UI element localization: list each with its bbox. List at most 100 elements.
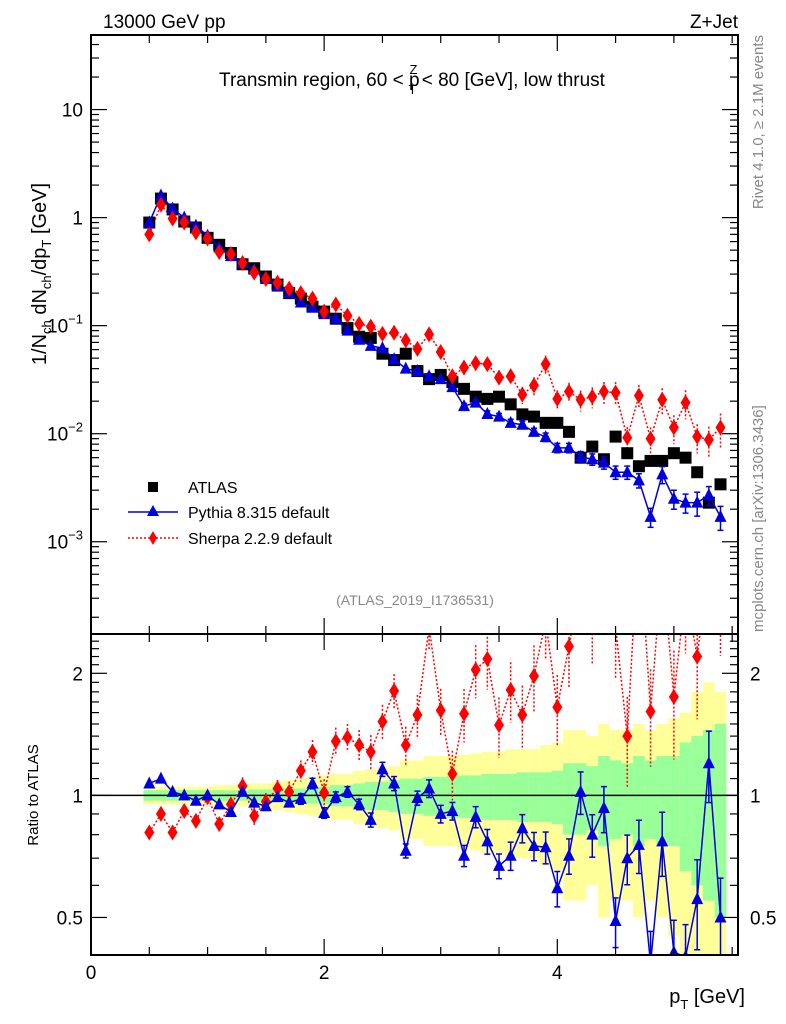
sherpa-ratio-point [576, 572, 586, 588]
sherpa-ratio-point [692, 648, 703, 665]
band-inner-bin [679, 742, 692, 872]
band-inner-bin [633, 756, 645, 847]
pythia-ratio-point [551, 881, 564, 894]
sherpa-ratio-point [319, 784, 330, 801]
sherpa-ratio-point [459, 705, 470, 722]
sherpa-ratio-point [517, 706, 528, 723]
sherpa-ratio-point [377, 713, 388, 730]
x-tick-label: 0 [86, 963, 97, 984]
pythia-data-point [154, 188, 167, 201]
band-inner-bin [528, 772, 540, 822]
sherpa-data-point [692, 428, 703, 445]
legend-square-marker-icon [148, 482, 158, 492]
pythia-ratio-point [376, 762, 389, 775]
ylabel-part: [GeV] [29, 183, 51, 240]
sherpa-data-point [482, 356, 493, 373]
pythia-data-point [551, 440, 564, 453]
sherpa-ratio-point [505, 681, 516, 698]
band-inner-bin [668, 756, 680, 847]
ratio-y-tick-label: 0.5 [57, 908, 83, 929]
pythia-ratio-point [691, 892, 704, 905]
band-inner-bin [516, 772, 529, 822]
sherpa-data-point [587, 388, 598, 405]
pythia-ratio-point [458, 848, 471, 861]
ylabel-sub: ch [39, 320, 54, 334]
pythia-data-point [458, 399, 471, 412]
ratio-y-tick-label-right: 2 [750, 664, 761, 685]
sherpa-ratio-point [494, 717, 505, 734]
pythia-ratio-point [271, 790, 284, 803]
y-tick-label: 10−2 [47, 420, 83, 446]
pythia-data-point [691, 495, 704, 508]
sherpa-ratio-point [622, 728, 633, 745]
atlas-data-point [621, 447, 634, 460]
pythia-data-point [469, 395, 482, 408]
pythia-data-point [679, 495, 692, 508]
pythia-ratio-point [446, 804, 459, 817]
pythia-ratio-point [399, 843, 412, 856]
sherpa-ratio-point [354, 737, 365, 754]
pythia-ratio-point [562, 848, 575, 861]
sherpa-data-point [470, 355, 481, 372]
pythia-ratio-point [469, 809, 482, 822]
sherpa-data-point [703, 431, 714, 448]
pythia-ratio-point [318, 805, 331, 818]
pythia-ratio-point [586, 827, 599, 840]
sherpa-ratio-point [400, 737, 411, 754]
sherpa-data-point [494, 369, 505, 386]
band-inner-bin [539, 772, 552, 822]
pythia-ratio-point [353, 797, 366, 810]
atlas-data-point [586, 440, 599, 453]
atlas-data-point [679, 451, 692, 464]
sherpa-ratio-point [470, 661, 481, 678]
pythia-ratio-point [154, 771, 167, 784]
pythia-data-point [504, 415, 517, 428]
band-inner-bin [644, 760, 657, 840]
sherpa-ratio-point [435, 702, 446, 719]
sherpa-data-point [622, 429, 633, 446]
ratio-y-axis-label: Ratio to ATLAS [25, 744, 42, 845]
atlas-data-point [656, 454, 669, 467]
band-inner-bin [493, 773, 505, 820]
analysis-id-label: (ATLAS_2019_I1736531) [336, 592, 494, 608]
pythia-data-point [539, 430, 552, 443]
band-inner-bin [656, 756, 669, 847]
band-inner-bin [458, 775, 470, 818]
sherpa-data-point [225, 246, 236, 263]
pythia-ratio-point [609, 914, 622, 927]
pythia-ratio-point [621, 851, 634, 864]
atlas-data-point [539, 416, 552, 429]
pythia-ratio-point [423, 781, 436, 794]
sherpa-data-point [598, 383, 609, 400]
sherpa-ratio-point [412, 706, 423, 723]
sherpa-data-point [249, 264, 260, 281]
sherpa-ratio-point [645, 703, 656, 720]
sherpa-ratio-point [179, 803, 190, 820]
atlas-data-point [644, 454, 657, 467]
sherpa-ratio-point [552, 699, 563, 716]
sherpa-ratio-point [167, 824, 178, 841]
pythia-data-point [621, 465, 634, 478]
sherpa-ratio-point [587, 612, 597, 628]
pythia-data-point [667, 491, 680, 504]
pythia-data-point [411, 364, 424, 377]
pythia-data-point [166, 201, 179, 214]
title-pre: Transmin region, 60 < p [219, 70, 419, 91]
sherpa-ratio-point [272, 780, 283, 797]
rivet-version-label: Rivet 4.1.0, ≥ 2.1M events [750, 35, 767, 209]
y-tick-base: 10 [47, 533, 68, 554]
pythia-ratio-point [574, 784, 587, 797]
sherpa-data-point [563, 383, 574, 400]
pythia-data-point [329, 311, 342, 324]
band-inner-bin [481, 773, 494, 820]
sherpa-data-point [657, 391, 668, 408]
xlabel-part: [GeV] [688, 986, 745, 1008]
pythia-data-point [434, 372, 447, 385]
atlas-data-point [632, 460, 645, 473]
y-tick-exponent: −1 [68, 312, 83, 327]
sherpa-ratio-point [295, 762, 306, 779]
sherpa-data-point [354, 315, 365, 332]
x-tick-label: 4 [552, 963, 563, 984]
band-inner-bin [609, 760, 622, 840]
pythia-ratio-point [481, 834, 494, 847]
